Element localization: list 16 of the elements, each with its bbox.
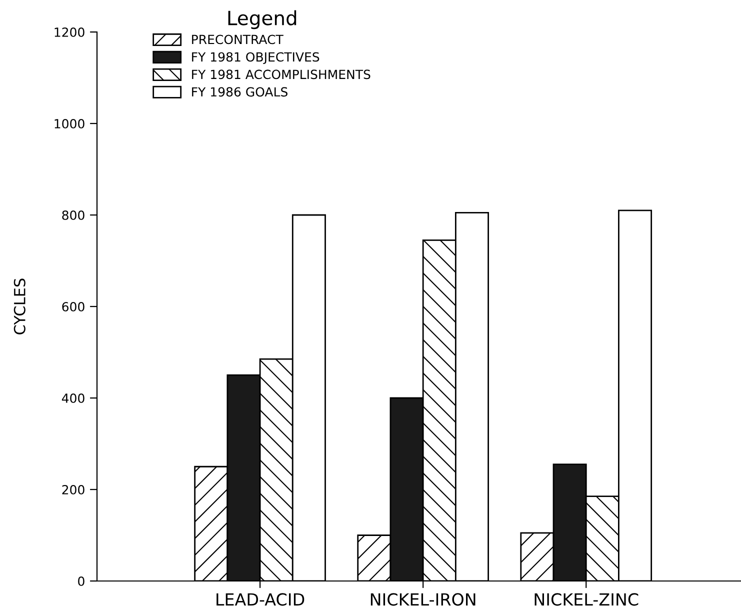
x-tick-label: NICKEL-IRON <box>370 593 476 606</box>
y-tick-label: 200 <box>62 484 84 494</box>
y-tick-label: 400 <box>62 393 84 403</box>
legend-label: FY 1981 OBJECTIVES <box>192 52 320 64</box>
legend-label: PRECONTRACT <box>192 34 284 44</box>
y-tick-label: 1000 <box>54 118 84 128</box>
legend-label: FY 1986 GOALS <box>192 87 288 97</box>
x-tick-label: LEAD-ACID <box>216 593 304 606</box>
y-tick-label: 600 <box>62 302 84 312</box>
y-axis-title: CYCLES <box>14 278 26 334</box>
y-tick-label: 1200 <box>54 27 84 37</box>
y-tick-label: 0 <box>78 576 84 586</box>
y-tick-label: 800 <box>62 210 84 220</box>
legend-title: Legend <box>228 10 296 30</box>
x-tick-label: NICKEL-ZINC <box>534 593 638 606</box>
legend-label: FY 1981 ACCOMPLISHMENTS <box>192 70 370 80</box>
